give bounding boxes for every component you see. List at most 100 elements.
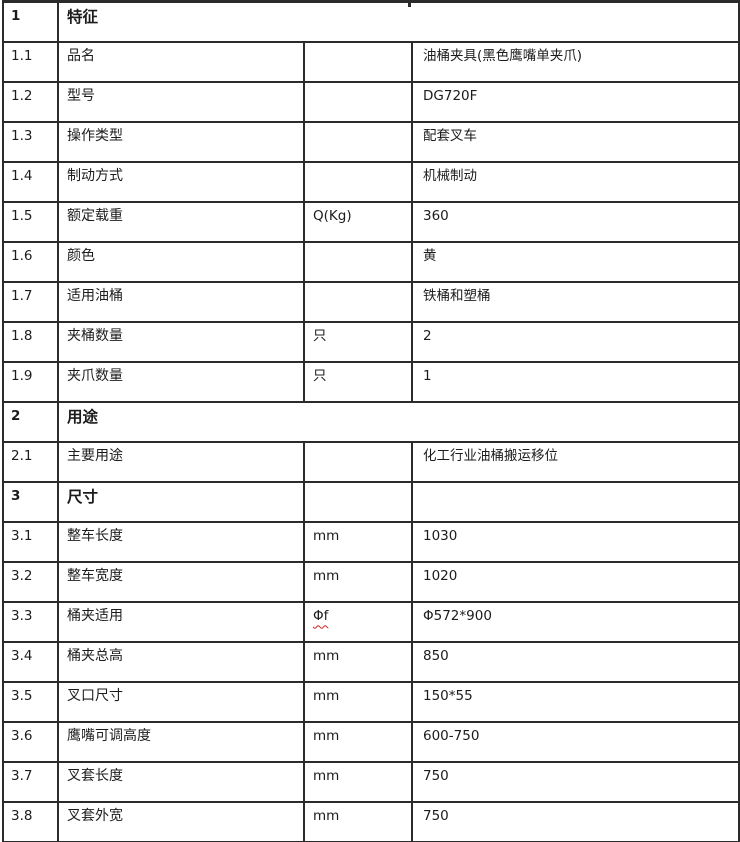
table-row: 3.4 桶夹总高 mm 850 [2, 640, 740, 683]
spec-label-cell: 特征 [56, 0, 740, 43]
table-row: 1.2 型号 DG720F [2, 80, 740, 123]
spec-label-cell: 适用油桶 [57, 280, 305, 323]
unit-cell: mm [303, 800, 413, 842]
section-header-row: 3 尺寸 [2, 480, 740, 523]
table-row: 1.8 夹桶数量 只 2 [2, 320, 740, 363]
unit-cell: Q(Kg) [303, 200, 413, 243]
spec-label-cell: 尺寸 [57, 480, 305, 523]
table-row: 3.6 鹰嘴可调高度 mm 600-750 [2, 720, 740, 763]
spellcheck-flagged-text: Φf [313, 607, 329, 624]
table-row: 1.7 适用油桶 铁桶和塑桶 [2, 280, 740, 323]
spec-label-cell: 整车宽度 [57, 560, 305, 603]
section-header-row: 1 特征 [2, 0, 740, 43]
unit-cell [303, 440, 413, 483]
row-number-cell: 3.2 [2, 560, 59, 603]
row-number-cell: 3.1 [2, 520, 59, 563]
value-cell [410, 480, 740, 523]
spec-label-cell: 叉口尺寸 [57, 680, 305, 723]
row-number-cell: 1.7 [2, 280, 59, 323]
spec-label-cell: 主要用途 [57, 440, 305, 483]
unit-cell [303, 480, 413, 523]
unit-cell: Φf [303, 600, 413, 643]
row-number-cell: 3.6 [2, 720, 59, 763]
row-number-cell: 3.4 [2, 640, 59, 683]
row-number-cell: 1.9 [2, 360, 59, 403]
spec-label-cell: 颜色 [57, 240, 305, 283]
row-number-cell: 1.6 [2, 240, 59, 283]
table-row: 3.5 叉口尺寸 mm 150*55 [2, 680, 740, 723]
table-row: 1.1 品名 油桶夹具(黑色鹰嘴单夹爪) [2, 40, 740, 83]
unit-cell: mm [303, 680, 413, 723]
unit-cell [303, 40, 413, 83]
spec-label-cell: 桶夹总高 [57, 640, 305, 683]
spec-label-cell: 操作类型 [57, 120, 305, 163]
value-cell: 机械制动 [410, 160, 740, 203]
value-cell: 化工行业油桶搬运移位 [410, 440, 740, 483]
spec-label-cell: 制动方式 [57, 160, 305, 203]
table-row: 1.3 操作类型 配套叉车 [2, 120, 740, 163]
table-row: 3.3 桶夹适用 Φf Φ572*900 [2, 600, 740, 643]
spec-label-cell: 鹰嘴可调高度 [57, 720, 305, 763]
unit-cell: mm [303, 560, 413, 603]
value-cell: 150*55 [410, 680, 740, 723]
row-number-cell: 1.2 [2, 80, 59, 123]
unit-cell: mm [303, 720, 413, 763]
table-row: 3.1 整车长度 mm 1030 [2, 520, 740, 563]
spec-label-cell: 型号 [57, 80, 305, 123]
spec-label-cell: 额定载重 [57, 200, 305, 243]
spec-label-cell: 整车长度 [57, 520, 305, 563]
row-number-cell: 2 [2, 400, 59, 443]
table-row: 3.2 整车宽度 mm 1020 [2, 560, 740, 603]
unit-cell: 只 [303, 320, 413, 363]
value-cell: 600-750 [410, 720, 740, 763]
value-cell: Φ572*900 [410, 600, 740, 643]
value-cell: 850 [410, 640, 740, 683]
spec-label-cell: 夹桶数量 [57, 320, 305, 363]
unit-cell: mm [303, 640, 413, 683]
value-cell: 1020 [410, 560, 740, 603]
row-number-cell: 3.5 [2, 680, 59, 723]
spec-label-cell: 叉套外宽 [57, 800, 305, 842]
value-cell: 360 [410, 200, 740, 243]
unit-cell [303, 280, 413, 323]
table-row: 1.4 制动方式 机械制动 [2, 160, 740, 203]
row-number-cell: 3.3 [2, 600, 59, 643]
row-number-cell: 1.1 [2, 40, 59, 83]
row-number-cell: 3 [2, 480, 59, 523]
unit-cell: mm [303, 520, 413, 563]
table-row: 1.6 颜色 黄 [2, 240, 740, 283]
value-cell: 1030 [410, 520, 740, 563]
value-cell: 2 [410, 320, 740, 363]
row-number-cell: 1.4 [2, 160, 59, 203]
unit-cell [303, 240, 413, 283]
section-header-row: 2 用途 [2, 400, 740, 443]
row-number-cell: 1.8 [2, 320, 59, 363]
table-row: 3.7 叉套长度 mm 750 [2, 760, 740, 803]
value-cell: 750 [410, 760, 740, 803]
value-cell: 配套叉车 [410, 120, 740, 163]
table-row: 2.1 主要用途 化工行业油桶搬运移位 [2, 440, 740, 483]
unit-cell [303, 80, 413, 123]
unit-cell [303, 120, 413, 163]
table-row: 1.5 额定载重 Q(Kg) 360 [2, 200, 740, 243]
value-cell: DG720F [410, 80, 740, 123]
row-number-cell: 1.5 [2, 200, 59, 243]
spec-label-cell: 叉套长度 [57, 760, 305, 803]
value-cell: 1 [410, 360, 740, 403]
spec-label-cell: 夹爪数量 [57, 360, 305, 403]
row-number-cell: 3.8 [2, 800, 59, 842]
row-number-cell: 3.7 [2, 760, 59, 803]
unit-cell: 只 [303, 360, 413, 403]
table-row: 1.9 夹爪数量 只 1 [2, 360, 740, 403]
unit-cell [303, 160, 413, 203]
spec-label-cell: 用途 [56, 400, 740, 443]
unit-cell: mm [303, 760, 413, 803]
value-cell: 铁桶和塑桶 [410, 280, 740, 323]
table-row: 3.8 叉套外宽 mm 750 [2, 800, 740, 842]
value-cell: 750 [410, 800, 740, 842]
spec-label-cell: 桶夹适用 [57, 600, 305, 643]
row-number-cell: 2.1 [2, 440, 59, 483]
